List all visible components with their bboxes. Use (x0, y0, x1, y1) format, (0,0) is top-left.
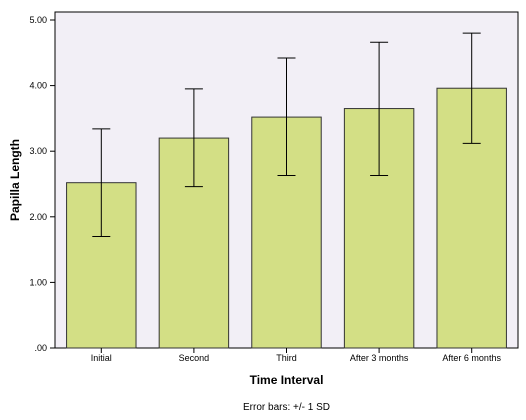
x-tick-label: Initial (91, 353, 112, 363)
x-tick-label: After 6 months (442, 353, 501, 363)
y-tick-label: 2.00 (29, 212, 47, 222)
x-tick-label: After 3 months (350, 353, 409, 363)
y-tick-label: 4.00 (29, 81, 47, 91)
y-tick-label: 5.00 (29, 15, 47, 25)
x-tick-label: Third (276, 353, 297, 363)
error-bars-note: Error bars: +/- 1 SD (243, 402, 330, 413)
x-axis-title: Time Interval (250, 373, 324, 387)
y-tick-label: 1.00 (29, 277, 47, 287)
y-axis: .00 1.00 2.00 3.00 4.00 5.00 (29, 15, 55, 353)
x-tick-label: Second (179, 353, 210, 363)
y-tick-label: 3.00 (29, 146, 47, 156)
y-tick-label: .00 (34, 343, 47, 353)
error-bars-group (92, 32, 481, 237)
x-axis: Initial Second Third After 3 months After 6 … (91, 348, 501, 363)
y-axis-title: Papilla Length (8, 139, 22, 221)
